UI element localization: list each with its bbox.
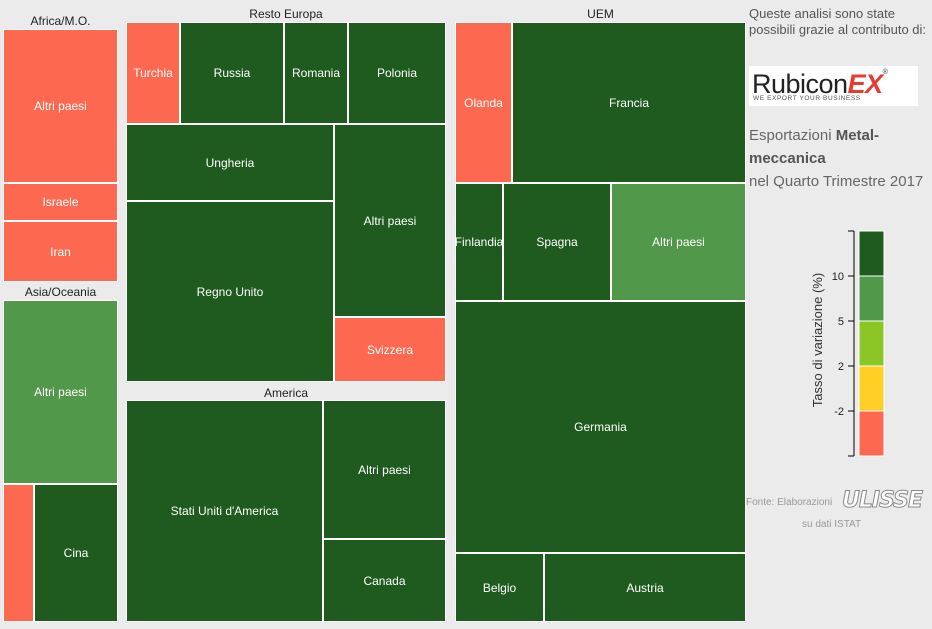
cell-label: Ungheria: [205, 155, 255, 170]
treemap-cell-asia-altri-paesi[interactable]: Altri paesi: [3, 300, 118, 484]
treemap-cell-uem-altri-paesi[interactable]: Altri paesi: [611, 183, 746, 301]
treemap-cell-russia[interactable]: Russia: [180, 22, 284, 124]
cell-label: Altri paesi: [363, 213, 417, 228]
cell-label: Iran: [50, 244, 71, 259]
treemap-cell-germania[interactable]: Germania: [455, 301, 746, 553]
treemap-cell-canada[interactable]: Canada: [323, 539, 446, 622]
treemap-cell-africa-altri-paesi[interactable]: Altri paesi: [3, 29, 118, 183]
chart-title: Esportazioni Metal-meccanica nel Quarto T…: [749, 127, 924, 190]
logo-wordmark: RubiconEX®: [752, 69, 888, 99]
group-title-america: America: [263, 386, 308, 400]
legend-band: [858, 320, 885, 367]
cell-label: Cina: [63, 546, 89, 560]
legend-tick-label: 2: [838, 361, 844, 373]
sponsor-intro-text: Queste analisi sono state possibili graz…: [749, 6, 927, 37]
rubiconex-logo[interactable]: RubiconEX® WE EXPORT YOUR BUSINESS: [749, 66, 918, 106]
treemap-cell-regno-unito[interactable]: Regno Unito: [126, 201, 334, 382]
source-prefix: Fonte: Elaborazioni: [746, 497, 833, 508]
ulisse-logo: ULISSE: [841, 488, 923, 514]
treemap-cell-austria[interactable]: Austria: [544, 553, 746, 622]
treemap-cell-svizzera[interactable]: Svizzera: [334, 317, 446, 382]
treemap-cell-belgio[interactable]: Belgio: [455, 553, 544, 622]
cell-label: Belgio: [482, 580, 517, 595]
cell-label: Finlandia: [455, 235, 503, 249]
treemap-cell-ungheria[interactable]: Ungheria: [126, 124, 334, 201]
cell-label: Canada: [363, 573, 406, 588]
legend-axis-label: Tasso di variazione (%): [810, 273, 825, 407]
cell-label: Turchia: [133, 66, 173, 80]
cell-label: Altri paesi: [34, 385, 87, 399]
treemap-cell-europa-altri-paesi[interactable]: Altri paesi: [334, 124, 446, 317]
group-title-africa: Africa/M.O.: [30, 14, 91, 28]
cell-label: Spagna: [536, 235, 578, 249]
cell-label: Stati Uniti d'America: [170, 504, 279, 518]
cell-label: Altri paesi: [358, 462, 411, 477]
treemap-cell-polonia[interactable]: Polonia: [348, 22, 446, 124]
treemap-cell-romania[interactable]: Romania: [284, 22, 348, 124]
legend-band: [858, 410, 885, 457]
source-suffix: su dati ISTAT: [802, 519, 862, 530]
logo-tagline: WE EXPORT YOUR BUSINESS: [753, 95, 861, 102]
treemap-cell-stati-uniti[interactable]: Stati Uniti d'America: [126, 400, 323, 622]
cell-label: Russia: [213, 66, 251, 80]
legend-band: [858, 230, 885, 277]
legend-band: [858, 275, 885, 322]
legend-band: [858, 365, 885, 412]
treemap-cell-america-altri-paesi[interactable]: Altri paesi: [323, 400, 446, 539]
treemap-cell-asia-small[interactable]: [3, 484, 34, 622]
treemap-cell-finlandia[interactable]: Finlandia: [455, 183, 503, 301]
cell-label: Israele: [42, 195, 79, 209]
treemap-cell-israele[interactable]: Israele: [3, 183, 118, 221]
cell-label: Francia: [608, 95, 649, 110]
color-scale-legend: Tasso di variazione (%) 10 5 2 -2: [810, 230, 885, 457]
cell-label: Austria: [626, 580, 664, 595]
treemap-cell-turchia[interactable]: Turchia: [126, 22, 180, 124]
cell-label: Altri paesi: [34, 99, 87, 113]
treemap-cell-francia[interactable]: Francia: [512, 22, 746, 183]
group-title-asia: Asia/Oceania: [24, 285, 97, 299]
group-title-uem: UEM: [587, 7, 614, 21]
cell-label: Svizzera: [366, 342, 413, 357]
legend-tick-label: 10: [832, 271, 844, 283]
cell-label: Romania: [291, 66, 341, 80]
cell-label: Olanda: [464, 95, 503, 110]
cell-label: Regno Unito: [196, 284, 264, 299]
legend-tick-label: -2: [834, 406, 844, 418]
cell-label: Polonia: [376, 66, 418, 80]
treemap-cell-cina[interactable]: Cina: [34, 484, 118, 622]
legend-tick-label: 5: [838, 316, 844, 328]
group-title-resto-europa: Resto Europa: [249, 7, 323, 21]
cell-label: Altri paesi: [652, 235, 705, 249]
treemap-cell-spagna[interactable]: Spagna: [503, 183, 611, 301]
treemap-cell-iran[interactable]: Iran: [3, 221, 118, 282]
cell-label: Germania: [574, 420, 627, 434]
treemap-cell-olanda[interactable]: Olanda: [455, 22, 512, 183]
